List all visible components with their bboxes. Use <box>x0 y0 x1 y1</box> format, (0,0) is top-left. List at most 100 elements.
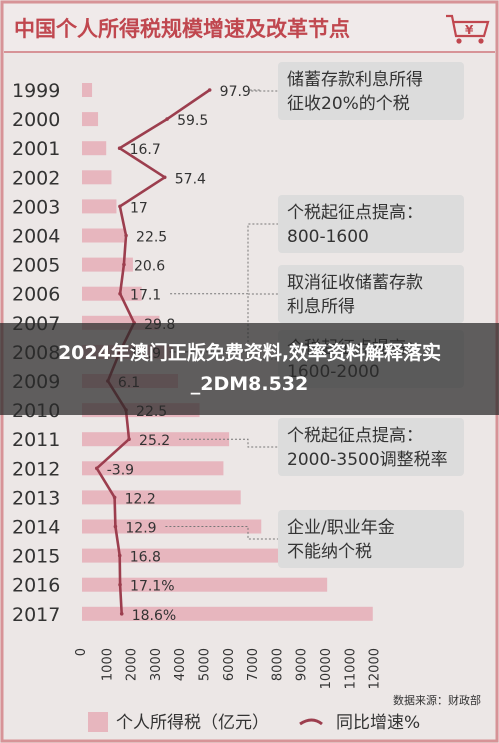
growth-point <box>165 117 169 121</box>
growth-point <box>112 495 117 500</box>
title-bar <box>4 4 495 52</box>
year-label: 2001 <box>12 138 60 160</box>
annotation-text: 2000-3500调整税率 <box>287 450 448 470</box>
cart-wheel-right <box>478 38 484 44</box>
growth-value-label: 17.1 <box>130 288 161 304</box>
legend-bar-swatch <box>88 712 108 732</box>
annotation-connector <box>179 438 278 448</box>
annotation-text: 800-1600 <box>287 227 369 247</box>
source-note: 数据来源：财政部 <box>393 693 481 707</box>
annotation-text: 征收20%的个税 <box>287 94 410 114</box>
annotation-text: 不能纳个税 <box>287 542 372 562</box>
growth-value-label: 12.9 <box>125 521 156 537</box>
annotation-text: 储蓄存款利息所得 <box>287 70 423 90</box>
annotation-text: 企业/职业年金 <box>287 518 395 538</box>
x-tick-label: 12000 <box>368 648 383 689</box>
x-tick-label: 6000 <box>222 648 237 681</box>
growth-value-label: 18.6% <box>132 608 176 624</box>
annotation-text: 取消征收储蓄存款 <box>287 273 423 293</box>
growth-value-label: 16.8 <box>130 550 161 566</box>
bar <box>82 141 107 156</box>
growth-point <box>94 466 99 471</box>
growth-point <box>124 233 128 238</box>
growth-point <box>118 582 122 587</box>
year-label: 2000 <box>12 109 60 131</box>
growth-point <box>162 175 167 180</box>
bar <box>82 490 241 505</box>
year-label: 2012 <box>12 458 60 480</box>
annotation-connector <box>247 89 278 92</box>
growth-value-label: 59.5 <box>177 113 208 129</box>
x-tick-label: 1000 <box>100 648 115 681</box>
bar <box>82 461 224 476</box>
year-label: 2011 <box>12 429 60 451</box>
bar <box>82 577 328 592</box>
annotation-box <box>278 418 464 476</box>
x-tick-label: 10000 <box>319 648 334 689</box>
growth-point <box>119 612 124 616</box>
growth-point <box>118 204 122 209</box>
year-label: 2006 <box>12 284 60 306</box>
year-label: 2003 <box>12 196 60 218</box>
bar <box>82 170 112 185</box>
year-label: 2002 <box>12 167 60 189</box>
x-tick-label: 2000 <box>125 648 140 681</box>
year-label: 2013 <box>12 487 60 509</box>
year-label: 2005 <box>12 255 60 277</box>
growth-value-label: 17.1% <box>130 579 174 595</box>
growth-value-label: 12.2 <box>125 491 156 507</box>
year-label: 2004 <box>12 226 60 248</box>
growth-point <box>117 553 122 558</box>
year-label: 2016 <box>12 575 60 597</box>
x-tick-label: 11000 <box>343 648 358 689</box>
bar <box>82 606 373 621</box>
legend-line-label: 同比增速% <box>336 713 420 733</box>
x-tick-label: 3000 <box>149 648 164 681</box>
growth-point <box>207 88 212 92</box>
x-tick-label-zero: 0 <box>74 648 89 656</box>
annotation-box <box>278 510 464 568</box>
year-label: 2017 <box>12 604 60 626</box>
bar <box>82 519 262 534</box>
bar <box>82 257 133 272</box>
x-tick-label: 8000 <box>270 648 285 681</box>
bar <box>82 432 230 447</box>
chart-title: 中国个人所得税规模增速及改革节点 <box>14 17 350 41</box>
annotation-text: 利息所得 <box>287 297 355 317</box>
x-tick-label: 7000 <box>246 648 261 681</box>
annotation-box <box>278 62 464 120</box>
growth-point <box>127 437 131 442</box>
bar <box>82 83 93 97</box>
legend-bar-label: 个人所得税（亿元） <box>116 713 269 733</box>
annotation-text: 个税起征点提高： <box>287 203 423 223</box>
growth-point <box>117 146 122 150</box>
year-label: 2014 <box>12 517 60 539</box>
x-tick-label: 9000 <box>295 648 310 681</box>
year-label: 2015 <box>12 546 60 568</box>
bar <box>82 548 292 563</box>
overlay-title: 2024年澳门正版免费资料,效率资料解释落实_2DM8.532 <box>57 342 442 395</box>
x-tick-label: 5000 <box>198 648 213 681</box>
bar <box>82 228 125 243</box>
growth-point <box>113 524 118 529</box>
cart-wheel-left <box>456 38 462 44</box>
growth-value-label: 20.6 <box>134 259 165 275</box>
x-tick-label: 4000 <box>173 648 188 681</box>
overlay-banner: 2024年澳门正版免费资料,效率资料解释落实_2DM8.532 <box>0 323 499 415</box>
annotation-text: 个税起征点提高： <box>287 426 423 446</box>
bar <box>82 286 142 301</box>
growth-point <box>118 291 122 296</box>
annotation-box <box>278 195 464 253</box>
growth-value-label: 16.7 <box>130 142 161 158</box>
shopping-cart-yen-icon <box>446 14 490 38</box>
growth-value-label: 22.5 <box>136 230 167 246</box>
annotation-connector <box>170 223 278 295</box>
growth-value-label: 17 <box>130 200 148 216</box>
growth-value-label: 57.4 <box>175 171 206 187</box>
bar <box>82 199 117 214</box>
year-label: 1999 <box>12 80 60 102</box>
growth-value-label: 25.2 <box>139 433 170 449</box>
annotation-box <box>278 265 464 323</box>
growth-value-label: -3.9 <box>107 462 134 478</box>
